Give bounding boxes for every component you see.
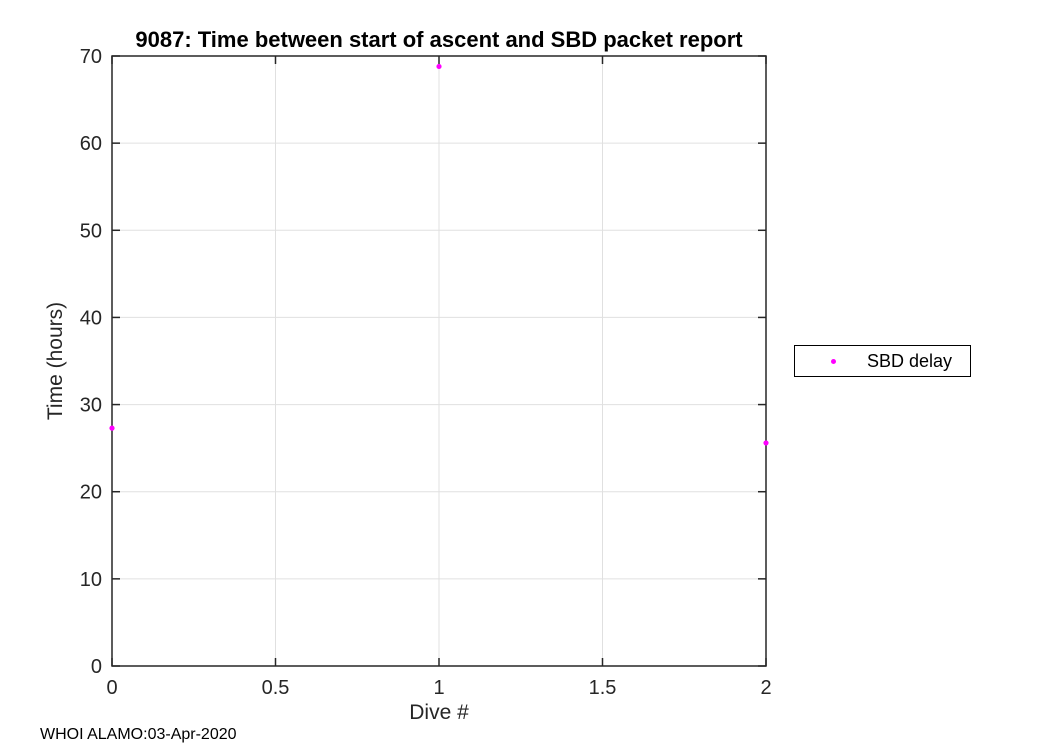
x-tick-label: 0.5 (262, 677, 290, 699)
legend: SBD delay (794, 345, 971, 377)
y-tick-label: 60 (80, 133, 102, 155)
chart-title: 9087: Time between start of ascent and S… (135, 27, 743, 52)
y-axis-label: Time (hours) (44, 301, 67, 421)
data-point (436, 63, 442, 70)
legend-label: SBD delay (867, 350, 953, 371)
x-tick-label: 1.5 (589, 677, 617, 699)
y-tick-label: 10 (80, 569, 102, 591)
y-tick-label: 0 (91, 656, 102, 678)
x-axis-label: Dive # (409, 701, 469, 724)
y-tick-label: 70 (80, 46, 102, 68)
data-point (763, 440, 769, 446)
x-tick-label: 0 (106, 677, 117, 699)
y-tick-label: 50 (80, 220, 102, 242)
y-tick-label: 30 (80, 395, 102, 417)
legend-marker-dot-icon (831, 358, 836, 364)
watermark-text: WHOI ALAMO:03-Apr-2020 (40, 726, 237, 743)
y-tick-label: 20 (80, 482, 102, 504)
y-tick-label: 40 (80, 307, 102, 329)
x-tick-label: 1 (433, 677, 444, 699)
data-point (109, 425, 115, 431)
x-tick-label: 2 (760, 677, 771, 699)
